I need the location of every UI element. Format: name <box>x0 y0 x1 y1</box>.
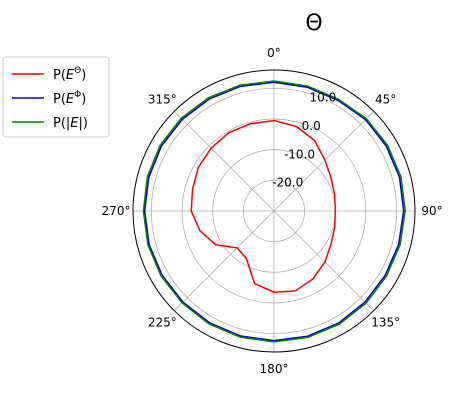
theta-grid-line <box>174 210 275 311</box>
legend-frame <box>2 56 110 138</box>
legend-label: P(EΘ) <box>53 66 86 83</box>
theta-tick-labels: 0° 45° 90° 135° 180° 225° 270° 315° <box>102 46 443 376</box>
theta-tick-label: 0° <box>267 46 281 60</box>
theta-tick-label: 315° <box>148 92 177 106</box>
r-tick-label: 0.0 <box>302 119 321 133</box>
r-tick-label: 10.0 <box>310 91 337 105</box>
theta-tick-label: 90° <box>421 204 442 218</box>
legend-label: P(|E|) <box>53 116 88 131</box>
r-tick-label: -20.0 <box>272 176 303 190</box>
series-line-2 <box>142 80 406 343</box>
grid <box>133 70 415 352</box>
theta-grid-line <box>273 111 374 212</box>
series-layer <box>142 80 406 343</box>
theta-tick-label: 270° <box>102 204 131 218</box>
theta-tick-label: 180° <box>260 362 289 376</box>
chart-title: Θ <box>305 11 322 36</box>
theta-grid-line <box>273 210 374 311</box>
theta-tick-label: 225° <box>148 316 177 330</box>
theta-tick-label: 45° <box>375 92 396 106</box>
series-line-0 <box>190 119 337 293</box>
series-line-1 <box>143 81 405 342</box>
legend-label: P(EΦ) <box>53 90 86 107</box>
theta-grid-line <box>174 111 275 212</box>
plot-frame <box>132 69 416 353</box>
theta-tick-label: 135° <box>371 316 400 330</box>
r-tick-labels: -20.0 -10.0 0.0 10.0 <box>272 91 336 190</box>
legend: P(EΘ) P(EΦ) P(|E|) <box>2 56 110 138</box>
r-tick-label: -10.0 <box>284 147 315 161</box>
